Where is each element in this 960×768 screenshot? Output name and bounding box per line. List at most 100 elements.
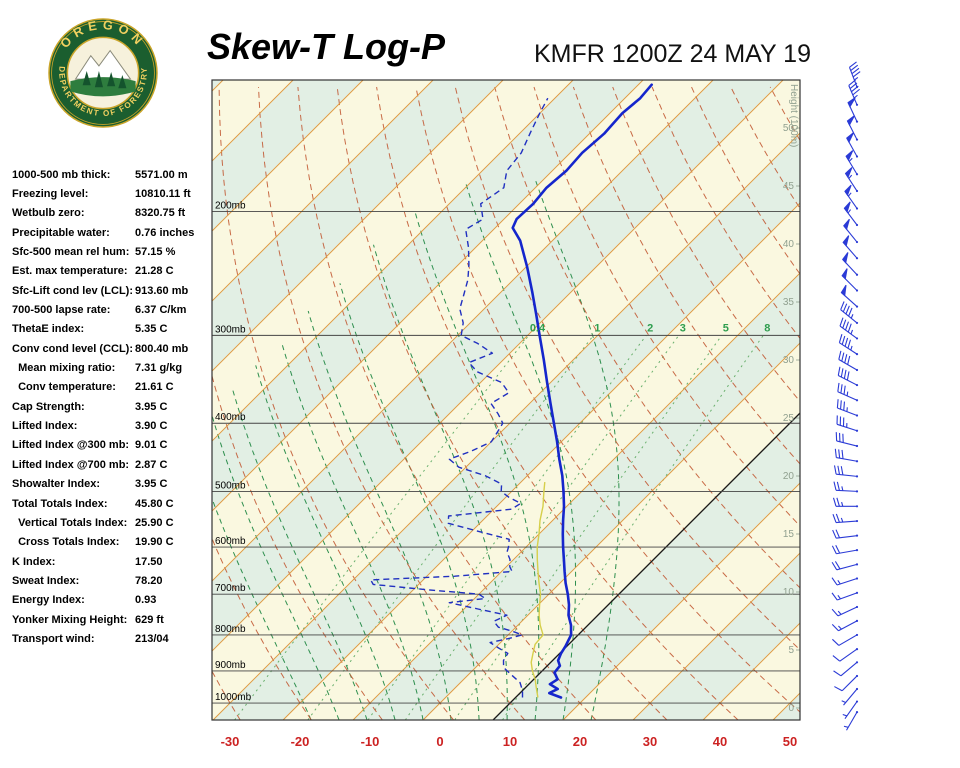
index-label: Conv temperature:	[12, 381, 116, 394]
index-value: 21.28 C	[135, 265, 174, 278]
svg-text:-20: -20	[291, 734, 310, 749]
index-label: Energy Index:	[12, 594, 85, 607]
index-label: Yonker Mixing Height:	[12, 613, 128, 626]
index-row: Total Totals Index: 45.80 C	[12, 494, 214, 513]
svg-text:5: 5	[723, 322, 729, 334]
wind-barb	[842, 700, 859, 720]
index-label: Freezing level:	[12, 188, 89, 201]
wind-barb	[841, 252, 859, 276]
svg-text:0: 0	[436, 734, 443, 749]
index-value: 0.93	[135, 594, 157, 607]
index-row: Yonker Mixing Height: 629 ft	[12, 610, 214, 629]
index-row: ThetaE index: 5.35 C	[12, 320, 214, 339]
index-row: Sweat Index: 78.20	[12, 571, 214, 590]
svg-text:0: 0	[788, 703, 794, 714]
svg-text:3: 3	[680, 322, 686, 334]
logo-scene	[70, 49, 136, 97]
index-row: Wetbulb zero: 8320.75 ft	[12, 204, 214, 223]
axis-labels: 0.4 1 2 3 5 8200mb300mb400mb500mb600mb700mb80…	[215, 84, 800, 749]
svg-text:35: 35	[783, 297, 795, 308]
wind-barb	[833, 481, 859, 493]
tree-icon	[82, 70, 91, 86]
index-row: Energy Index: 0.93	[12, 591, 214, 610]
index-label: K Index:	[12, 555, 56, 568]
index-row: 700-500 lapse rate: 6.37 C/km	[12, 300, 214, 319]
index-row: Sfc-500 mean rel hum: 57.15 %	[12, 242, 214, 261]
index-value: 8320.75 ft	[135, 207, 186, 220]
index-row: Conv temperature: 21.61 C	[12, 378, 214, 397]
svg-text:30: 30	[643, 734, 657, 749]
tree-icon	[107, 71, 116, 87]
logo-gold-ring	[51, 21, 155, 125]
temperature-trace	[511, 83, 653, 699]
index-row: Cap Strength: 3.95 C	[12, 397, 214, 416]
wind-barb	[843, 218, 859, 244]
index-row: Vertical Totals Index: 25.90 C	[12, 513, 214, 532]
wind-barb-column	[831, 61, 861, 731]
index-value: 25.90 C	[135, 516, 174, 529]
index-row: Lifted Index @700 mb: 2.87 C	[12, 455, 214, 474]
wind-barb	[840, 301, 859, 325]
index-label: Vertical Totals Index:	[12, 516, 128, 529]
height-axis-label: Height (100m)	[788, 84, 799, 147]
svg-text:1000mb: 1000mb	[215, 692, 252, 703]
index-value: 2.87 C	[135, 458, 168, 471]
index-value: 913.60 mb	[135, 284, 189, 297]
wind-barb	[836, 415, 859, 432]
index-value: 45.80 C	[135, 497, 174, 510]
index-value: 3.95 C	[135, 478, 168, 491]
index-label: 700-500 lapse rate:	[12, 304, 111, 317]
wind-barb	[846, 115, 859, 141]
index-value: 0.76 inches	[135, 226, 195, 239]
wind-barb	[837, 382, 859, 402]
index-value: 10810.11 ft	[135, 188, 191, 201]
wind-barb	[831, 561, 859, 571]
wind-barb	[832, 529, 859, 539]
svg-text:600mb: 600mb	[215, 536, 246, 547]
svg-text:50: 50	[783, 123, 795, 134]
svg-text:20: 20	[783, 471, 795, 482]
wind-barb	[840, 284, 859, 308]
svg-text:30: 30	[783, 355, 795, 366]
svg-text:10: 10	[783, 587, 795, 598]
wind-barb	[844, 167, 859, 193]
odf-logo: OREGON DEPARTMENT OF FORESTRY	[48, 18, 158, 128]
wind-barb	[832, 513, 859, 524]
index-row: 1000-500 mb thick: 5571.00 m	[12, 165, 214, 184]
wind-barb	[843, 710, 859, 731]
svg-text:40: 40	[713, 734, 727, 749]
sounding-profiles	[370, 83, 653, 699]
svg-text:500mb: 500mb	[215, 480, 246, 491]
index-label: Lifted Index @700 mb:	[12, 458, 130, 471]
index-label: Lifted Index:	[12, 420, 78, 433]
svg-text:-10: -10	[361, 734, 380, 749]
index-label: Mean mixing ratio:	[12, 362, 116, 375]
svg-text:-30: -30	[221, 734, 240, 749]
index-label: Showalter Index:	[12, 478, 101, 491]
index-label: Sfc-500 mean rel hum:	[12, 246, 130, 259]
wind-barb	[831, 605, 859, 617]
index-label: Sweat Index:	[12, 574, 80, 587]
svg-text:0.4: 0.4	[530, 322, 546, 334]
svg-text:25: 25	[783, 413, 795, 424]
index-value: 629 ft	[135, 613, 164, 626]
index-value: 17.50	[135, 555, 163, 568]
tree-icon	[94, 70, 103, 88]
index-label: Sfc-Lift cond lev (LCL):	[12, 284, 133, 297]
index-value: 57.15 %	[135, 246, 176, 259]
index-label: ThetaE index:	[12, 323, 85, 336]
svg-text:200mb: 200mb	[215, 201, 246, 212]
svg-text:40: 40	[783, 239, 795, 250]
station-datetime: KMFR 1200Z 24 MAY 19	[534, 40, 811, 68]
wind-barb	[841, 268, 859, 292]
wind-barb	[832, 647, 859, 662]
index-label: Precipitable water:	[12, 226, 110, 239]
index-label: Cap Strength:	[12, 400, 85, 413]
index-label: Conv cond level (CCL):	[12, 342, 134, 355]
index-value: 5.35 C	[135, 323, 168, 336]
wind-barb	[844, 184, 859, 210]
wind-barb	[831, 619, 859, 632]
svg-text:1: 1	[594, 322, 600, 334]
